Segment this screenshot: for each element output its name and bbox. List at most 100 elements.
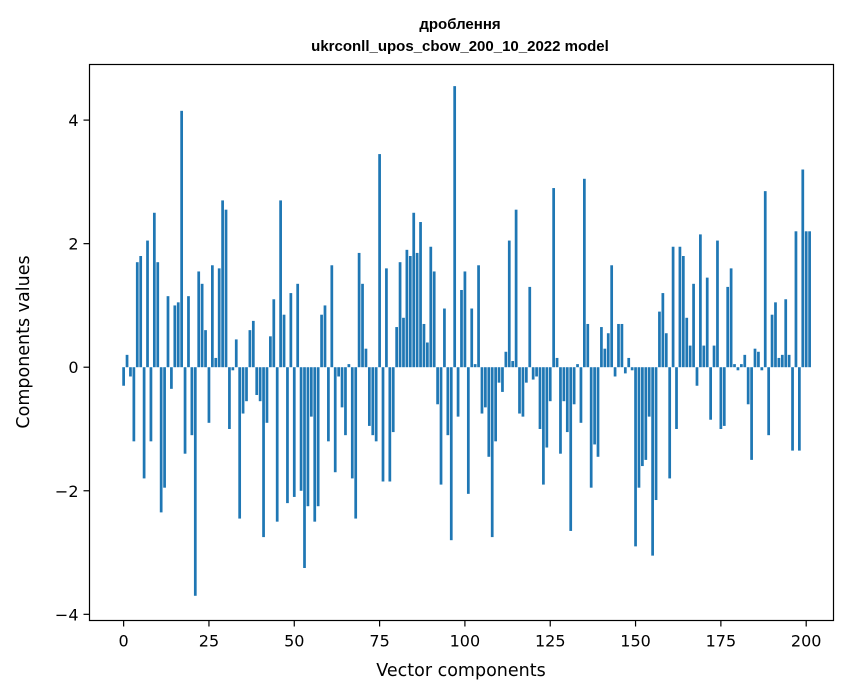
bar-component-70 — [361, 283, 364, 368]
bar-component-188 — [763, 191, 767, 368]
bar-component-49 — [289, 293, 293, 368]
y-axis-ticks: −4 −2 0 2 4 — [55, 111, 90, 624]
bar-component-102 — [470, 308, 474, 368]
bar-component-144 — [613, 367, 617, 377]
bar-component-120 — [531, 367, 535, 380]
bar-component-201 — [808, 231, 811, 368]
bar-component-123 — [542, 367, 545, 485]
bar-component-17 — [180, 110, 184, 368]
bar-component-185 — [753, 348, 757, 368]
bar-component-145 — [617, 323, 620, 368]
x-tick-label: 175 — [706, 632, 737, 651]
bar-component-35 — [241, 367, 245, 414]
bar-component-168 — [695, 367, 699, 386]
bar-component-175 — [719, 367, 723, 429]
bar-component-46 — [279, 200, 282, 368]
bar-component-134 — [579, 367, 583, 423]
bar-component-34 — [238, 367, 242, 519]
bar-component-163 — [678, 246, 682, 368]
bar-component-124 — [545, 367, 549, 448]
bar-component-174 — [716, 240, 719, 368]
bar-component-30 — [224, 209, 228, 368]
x-tick-label: 25 — [199, 632, 219, 651]
bar-component-10 — [156, 262, 160, 368]
bar-component-55 — [309, 367, 313, 417]
bar-component-106 — [484, 367, 487, 408]
bar-component-115 — [514, 209, 518, 368]
bar-component-45 — [275, 367, 279, 522]
bar-component-157 — [658, 311, 661, 368]
chart-subtitle: ukrconll_upos_cbow_200_10_2022 model — [311, 38, 609, 55]
bar-component-44 — [272, 299, 276, 368]
bar-component-111 — [501, 367, 504, 392]
bar-component-158 — [661, 293, 665, 368]
bar-component-22 — [197, 271, 201, 368]
bar-component-200 — [804, 231, 808, 368]
bar-component-130 — [565, 367, 569, 433]
x-tick-label: 125 — [535, 632, 566, 651]
bar-component-57 — [316, 367, 320, 507]
bar-component-78 — [388, 367, 392, 482]
bar-component-40 — [258, 367, 262, 402]
bar-component-179 — [733, 364, 736, 368]
bar-component-93 — [439, 367, 443, 485]
bar-component-50 — [292, 367, 296, 497]
bar-component-68 — [354, 367, 358, 519]
bar-component-41 — [262, 367, 265, 538]
bar-component-173 — [712, 345, 716, 368]
bar-component-187 — [760, 367, 764, 371]
bar-component-76 — [381, 367, 385, 482]
bar-component-135 — [583, 178, 586, 368]
bar-component-69 — [357, 252, 361, 368]
bar-component-126 — [552, 188, 556, 368]
bar-component-136 — [586, 323, 590, 368]
bar-component-137 — [589, 367, 593, 488]
bar-component-72 — [367, 367, 371, 426]
bar-component-180 — [736, 367, 740, 371]
bar-component-33 — [234, 339, 238, 368]
bar-component-86 — [415, 252, 419, 368]
bar-component-138 — [593, 367, 596, 445]
bar-component-196 — [791, 367, 794, 451]
bar-component-66 — [347, 364, 351, 368]
bar-component-151 — [637, 367, 641, 488]
bar-component-172 — [709, 367, 712, 420]
bar-component-142 — [606, 333, 610, 368]
bar-component-182 — [743, 354, 747, 368]
bar-component-198 — [798, 367, 801, 451]
bar-component-143 — [610, 265, 614, 368]
bar-component-101 — [466, 367, 470, 494]
bar-component-31 — [228, 367, 231, 429]
y-tick-label: 0 — [68, 358, 78, 377]
bar-component-139 — [596, 367, 600, 457]
bar-component-103 — [473, 364, 477, 368]
chart-title: дроблення — [419, 16, 500, 33]
bar-component-79 — [391, 367, 395, 433]
bar-component-104 — [477, 265, 480, 368]
bar-component-154 — [647, 367, 651, 417]
bar-component-152 — [641, 367, 644, 467]
bar-component-51 — [296, 283, 300, 368]
bar-component-149 — [630, 367, 634, 371]
bar-component-6 — [142, 367, 146, 479]
bar-component-90 — [429, 246, 433, 368]
bar-component-186 — [757, 351, 760, 368]
bar-component-128 — [559, 367, 562, 454]
bar-component-80 — [395, 327, 399, 368]
bar-component-177 — [726, 286, 730, 368]
bar-component-38 — [251, 320, 255, 368]
bar-component-89 — [426, 342, 429, 368]
bar-component-161 — [671, 246, 675, 368]
bar-component-116 — [518, 367, 521, 414]
bar-component-11 — [159, 367, 163, 513]
bar-component-67 — [350, 367, 354, 479]
bar-component-194 — [784, 299, 788, 368]
bar-component-64 — [340, 367, 344, 408]
bar-component-54 — [306, 367, 310, 507]
bar-component-170 — [702, 345, 706, 368]
bar-component-88 — [422, 323, 426, 368]
bar-component-191 — [774, 302, 777, 368]
bar-component-107 — [487, 367, 491, 457]
bar-component-190 — [770, 314, 774, 368]
